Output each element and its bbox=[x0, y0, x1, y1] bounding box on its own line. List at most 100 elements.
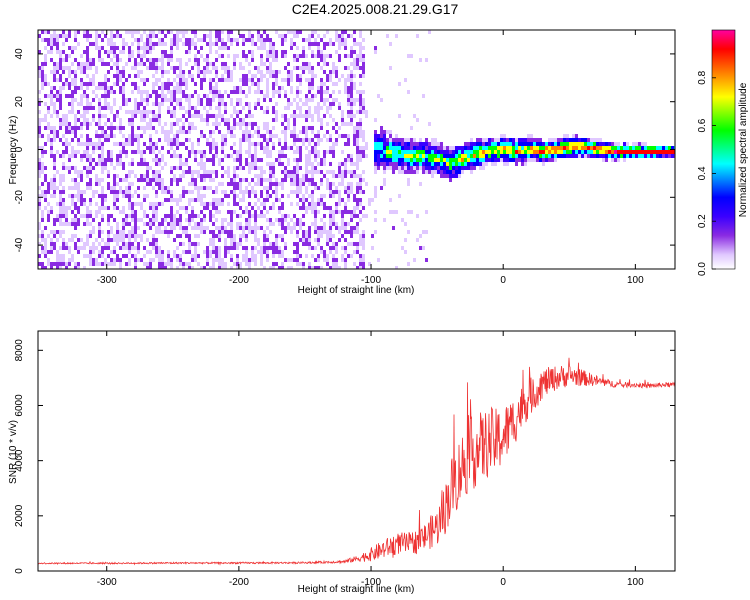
spectrogram-cell bbox=[95, 34, 98, 38]
spectrogram-cell bbox=[86, 98, 89, 102]
spectrogram-cell bbox=[359, 174, 362, 178]
colorbar: 0.00.20.40.60.8 Normalized spectral ampl… bbox=[697, 29, 749, 276]
spectrogram-cell bbox=[302, 74, 305, 78]
spectrogram-cell bbox=[464, 158, 467, 162]
spectrogram-cell bbox=[248, 258, 251, 262]
spectrogram-cell bbox=[83, 214, 86, 218]
spectrogram-cell bbox=[170, 82, 173, 86]
spectrogram-cell bbox=[53, 126, 56, 130]
spectrogram-cell bbox=[260, 254, 263, 258]
spectrogram-cell bbox=[389, 66, 392, 70]
spectrogram-cell bbox=[194, 162, 197, 166]
spectrogram-cell bbox=[257, 106, 260, 110]
spectrogram-cell bbox=[71, 194, 74, 198]
spectrogram-cell bbox=[548, 138, 551, 142]
spectrogram-cell bbox=[146, 194, 149, 198]
spectrogram-cell bbox=[203, 78, 206, 82]
spectrogram-cell bbox=[83, 94, 86, 98]
spectrogram-cell bbox=[131, 114, 134, 118]
spectrogram-cell bbox=[119, 34, 122, 38]
spectrogram-cell bbox=[221, 258, 224, 262]
spectrogram-cell bbox=[308, 154, 311, 158]
spectrogram-cell bbox=[491, 154, 494, 158]
spectrogram-cell bbox=[281, 154, 284, 158]
spectrogram-cell bbox=[38, 134, 41, 138]
spectrogram-cell bbox=[251, 78, 254, 82]
spectrogram-cell bbox=[290, 150, 293, 154]
spectrogram-cell bbox=[344, 238, 347, 242]
spectrogram-cell bbox=[200, 46, 203, 50]
spectrogram-cell bbox=[119, 122, 122, 126]
spectrogram-cell bbox=[251, 258, 254, 262]
spectrogram-cell bbox=[98, 134, 101, 138]
spectrogram-cell bbox=[389, 162, 392, 166]
spectrogram-cell bbox=[158, 58, 161, 62]
spectrogram-cell bbox=[128, 258, 131, 262]
spectrogram-cell bbox=[158, 106, 161, 110]
spectrogram-cell bbox=[239, 182, 242, 186]
spectrogram-cell bbox=[386, 162, 389, 166]
spectrogram-cell bbox=[317, 242, 320, 246]
spectrogram-cell bbox=[482, 150, 485, 154]
spectrogram-cell bbox=[293, 66, 296, 70]
spectrogram-cell bbox=[215, 38, 218, 42]
spectrogram-cell bbox=[206, 262, 209, 266]
spectrogram-cell bbox=[398, 194, 401, 198]
spectrogram-cell bbox=[407, 146, 410, 150]
spectrogram-cell bbox=[239, 110, 242, 114]
spectrogram-cell bbox=[209, 126, 212, 130]
spectrogram-cell bbox=[173, 66, 176, 70]
spectrogram-cell bbox=[230, 30, 233, 34]
spectrogram-cell bbox=[356, 142, 359, 146]
spectrogram-cell bbox=[665, 154, 668, 158]
spectrogram-cell bbox=[161, 266, 164, 269]
spectrogram-cell bbox=[176, 146, 179, 150]
spectrogram-cell bbox=[398, 118, 401, 122]
spectrogram-cell bbox=[407, 142, 410, 146]
spectrogram-cell bbox=[362, 178, 365, 182]
spectrogram-cell bbox=[227, 38, 230, 42]
spectrogram-cell bbox=[185, 42, 188, 46]
spectrogram-cell bbox=[605, 158, 608, 162]
spectrogram-cell bbox=[398, 154, 401, 158]
spectrogram-cell bbox=[80, 114, 83, 118]
spectrogram-cell bbox=[74, 170, 77, 174]
spectrogram-cell bbox=[329, 226, 332, 230]
spectrogram-cell bbox=[287, 30, 290, 34]
spectrogram-cell bbox=[56, 46, 59, 50]
spectrogram-cell bbox=[218, 230, 221, 234]
spectrogram-cell bbox=[107, 62, 110, 66]
spectrogram-cell bbox=[326, 230, 329, 234]
spectrogram-cell bbox=[50, 126, 53, 130]
spectrogram-cell bbox=[419, 138, 422, 142]
spectrogram-cell bbox=[107, 262, 110, 266]
spectrogram-cell bbox=[353, 174, 356, 178]
spectrogram-cell bbox=[134, 106, 137, 110]
spectrogram-cell bbox=[380, 142, 383, 146]
spectrogram-cell bbox=[317, 138, 320, 142]
spectrogram-cell bbox=[407, 262, 410, 266]
spectrogram-cell bbox=[53, 34, 56, 38]
spectrogram-cell bbox=[272, 202, 275, 206]
spectrogram-cell bbox=[218, 250, 221, 254]
spectrogram-cell bbox=[350, 86, 353, 90]
spectrogram-cell bbox=[254, 178, 257, 182]
spectrogram-cell bbox=[164, 50, 167, 54]
spectrogram-cell bbox=[122, 166, 125, 170]
spectrogram-cell bbox=[293, 42, 296, 46]
spectrogram-cell bbox=[179, 98, 182, 102]
spectrogram-cell bbox=[41, 62, 44, 66]
spectrogram-cell bbox=[197, 170, 200, 174]
spectrogram-cell bbox=[359, 74, 362, 78]
spectrogram-cell bbox=[338, 166, 341, 170]
spectrogram-cell bbox=[392, 134, 395, 138]
spectrogram-cell bbox=[230, 170, 233, 174]
spectrogram-cell bbox=[128, 138, 131, 142]
spectrogram-cell bbox=[344, 162, 347, 166]
spectrogram-cell bbox=[53, 42, 56, 46]
spectrogram-cell bbox=[218, 262, 221, 266]
spectrogram-cell bbox=[134, 74, 137, 78]
spectrogram-cell bbox=[335, 186, 338, 190]
spectrogram-cell bbox=[470, 154, 473, 158]
spectrogram-cell bbox=[98, 114, 101, 118]
